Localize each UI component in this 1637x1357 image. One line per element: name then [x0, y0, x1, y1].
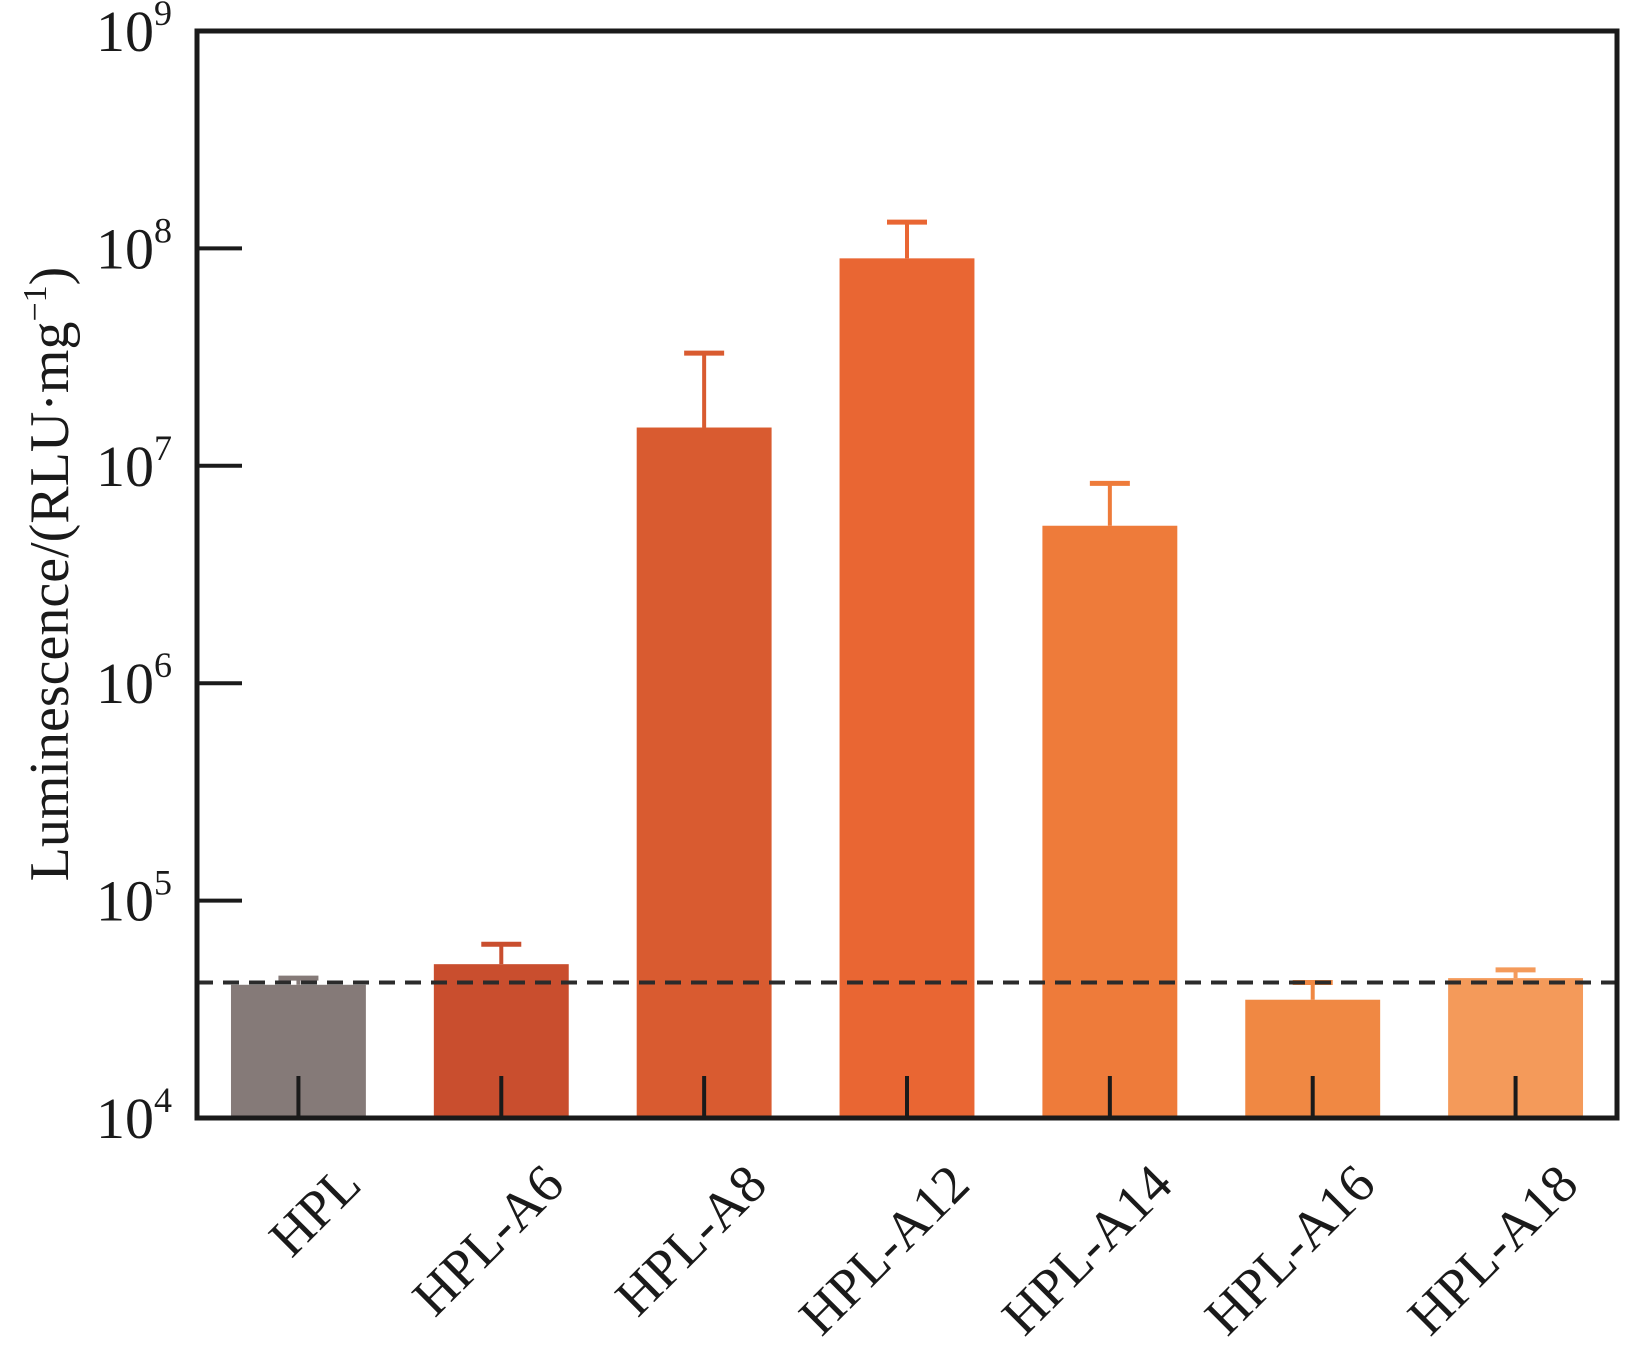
y-tick-label-1e5: 105: [96, 863, 172, 934]
x-tick-label-hpl-a16: HPL-A16: [1193, 1153, 1386, 1346]
y-tick-label-base: 10: [96, 869, 154, 934]
x-tick-label-hpl-a14: HPL-A14: [990, 1153, 1183, 1346]
x-tick-label-hpl-a8: HPL-A8: [604, 1153, 778, 1327]
y-tick-label-exponent: 9: [154, 0, 172, 33]
bar-hpl-a14: [1042, 525, 1178, 1118]
y-tick-label-exponent: 4: [154, 1080, 172, 1120]
y-tick-label-base: 10: [96, 651, 154, 716]
y-tick-label-1e8: 108: [96, 210, 172, 281]
y-tick-label-1e6: 106: [96, 645, 172, 716]
x-tick-label-hpl: HPL: [258, 1153, 373, 1268]
y-tick-label-1e7: 107: [96, 428, 172, 499]
y-axis-label-close: ): [19, 267, 81, 286]
y-axis-label-main: Luminescence/(RLU·mg: [19, 322, 81, 882]
plot-frame: [194, 28, 1620, 1121]
y-tick-label-base: 10: [96, 0, 154, 64]
y-tick-label-base: 10: [96, 216, 154, 281]
y-tick-label-exponent: 6: [154, 645, 172, 685]
x-ticks-layer: [296, 1076, 1518, 1118]
x-tick-label-hpl-a18: HPL-A18: [1396, 1153, 1589, 1346]
x-tick-label-hpl-a12: HPL-A12: [788, 1153, 981, 1346]
y-tick-label-1e4: 104: [96, 1080, 172, 1151]
y-tick-label-base: 10: [96, 1086, 154, 1151]
y-axis-label-exponent: −1: [17, 285, 54, 321]
x-tick-labels-layer: HPL HPL-A6 HPL-A8 HPL-A12 HPL-A14 HPL-A16 HPL-…: [258, 1153, 1590, 1346]
y-tick-label-base: 10: [96, 434, 154, 499]
bars-layer: [230, 258, 1584, 1119]
bar-hpl-a8: [636, 427, 772, 1118]
y-tick-label-exponent: 7: [154, 428, 172, 468]
y-tick-label-exponent: 5: [154, 863, 172, 903]
bar-hpl-a12: [839, 258, 975, 1119]
y-axis-label: Luminescence/(RLU·mg−1): [17, 267, 81, 882]
y-tick-label-1e9: 109: [96, 0, 172, 64]
y-tick-label-exponent: 8: [154, 210, 172, 250]
x-tick-label-hpl-a6: HPL-A6: [401, 1153, 575, 1327]
